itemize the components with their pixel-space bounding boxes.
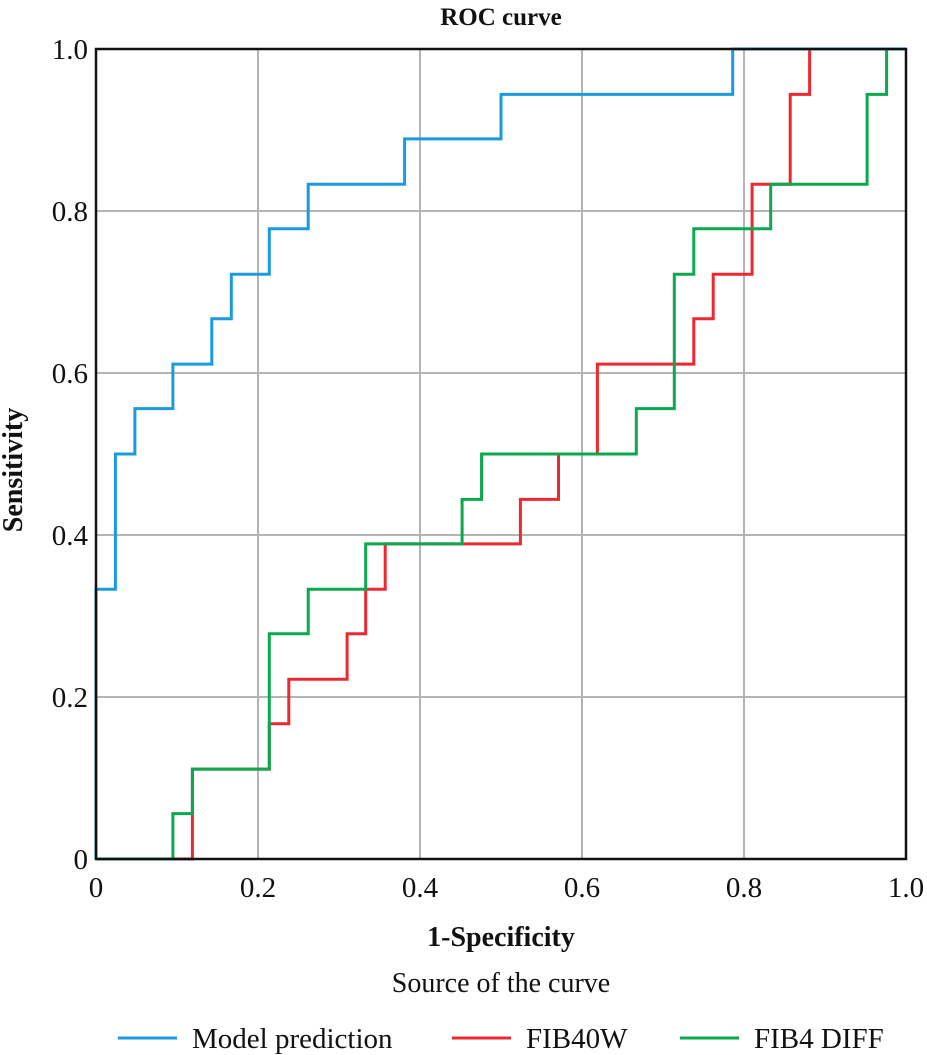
- legend-label: FIB4 DIFF: [754, 1023, 884, 1055]
- curves: [94, 47, 906, 861]
- y-tick-label: 0.4: [52, 520, 89, 552]
- legend-item: FIB40W: [452, 1023, 628, 1055]
- series-line-model-prediction: [94, 47, 906, 859]
- x-axis-label: 1-Specificity: [427, 922, 575, 953]
- legend-label: FIB40W: [526, 1023, 628, 1055]
- y-axis-label: Sensitivity: [0, 408, 29, 532]
- legend-label: Model prediction: [192, 1023, 393, 1055]
- y-axis-ticks: 0 0.2 0.4 0.6 0.8 1.0: [52, 34, 89, 876]
- x-tick-label: 0.6: [564, 872, 600, 904]
- x-tick-label: 1.0: [888, 872, 924, 904]
- legend-title: Source of the curve: [392, 968, 610, 999]
- legend-item: FIB4 DIFF: [680, 1023, 884, 1055]
- y-tick-label: 0.2: [52, 682, 88, 714]
- y-tick-label: 1.0: [52, 34, 88, 66]
- x-tick-label: 0.4: [402, 872, 439, 904]
- legend-item: Model prediction: [118, 1023, 393, 1055]
- y-tick-label: 0.8: [52, 196, 88, 228]
- x-tick-label: 0.8: [726, 872, 762, 904]
- x-tick-label: 0: [89, 872, 104, 904]
- chart-title: ROC curve: [440, 4, 562, 31]
- x-tick-label: 0.2: [240, 872, 276, 904]
- y-tick-label: 0.6: [52, 358, 88, 390]
- plot-frame: [94, 47, 908, 861]
- y-tick-label: 0: [74, 844, 89, 876]
- legend: Model prediction FIB40W FIB4 DIFF: [118, 1023, 884, 1055]
- x-axis-ticks: 0 0.2 0.4 0.6 0.8 1.0: [89, 872, 924, 904]
- series-line-fib4-diff: [96, 47, 906, 861]
